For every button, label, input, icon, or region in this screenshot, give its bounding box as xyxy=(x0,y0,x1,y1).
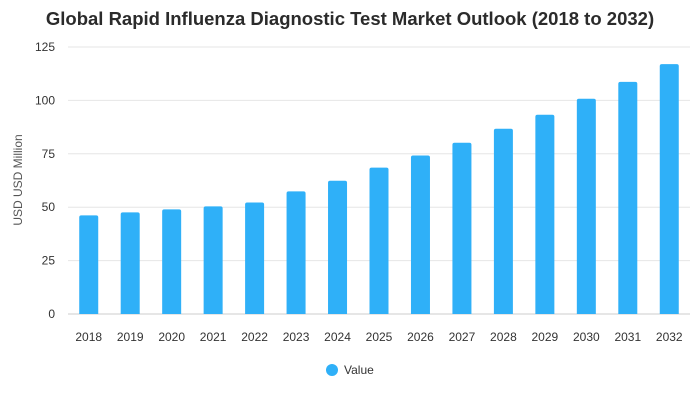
bar-2026[interactable] xyxy=(410,155,430,314)
x-tick-label: 2021 xyxy=(200,330,227,344)
x-tick-label: 2026 xyxy=(407,330,434,344)
x-tick-label: 2029 xyxy=(532,330,559,344)
bar-2029[interactable] xyxy=(535,114,555,314)
bar-2024[interactable] xyxy=(328,180,348,314)
bar-2022[interactable] xyxy=(245,202,265,314)
bar-2020[interactable] xyxy=(162,209,182,314)
x-tick-label: 2023 xyxy=(283,330,310,344)
x-tick-label: 2022 xyxy=(241,330,268,344)
x-tick-label: 2028 xyxy=(490,330,517,344)
bar-2031[interactable] xyxy=(618,81,638,314)
legend-swatch-value xyxy=(326,364,338,376)
x-tick-label: 2032 xyxy=(656,330,683,344)
x-tick-label: 2027 xyxy=(449,330,476,344)
bar-2027[interactable] xyxy=(452,142,472,314)
bar-2019[interactable] xyxy=(120,212,140,314)
bar-2030[interactable] xyxy=(576,98,596,315)
bar-2018[interactable] xyxy=(79,215,99,314)
legend: Value xyxy=(326,363,374,377)
y-tick-label: 0 xyxy=(48,307,55,321)
y-axis-ticks: 0 25 50 75 100 125 xyxy=(35,40,55,321)
y-tick-label: 125 xyxy=(35,40,55,54)
y-tick-label: 50 xyxy=(42,200,56,214)
x-tick-label: 2025 xyxy=(366,330,393,344)
legend-label-value: Value xyxy=(344,363,374,377)
bar-2028[interactable] xyxy=(493,128,513,314)
x-tick-label: 2031 xyxy=(614,330,641,344)
x-axis-ticks: 2018 2019 2020 2021 2022 2023 2024 2025 2026 2027… xyxy=(75,330,683,344)
bars xyxy=(79,64,679,315)
x-tick-label: 2019 xyxy=(117,330,144,344)
y-axis-label: USD USD Million xyxy=(11,134,25,225)
y-tick-label: 25 xyxy=(42,254,56,268)
chart-title: Global Rapid Influenza Diagnostic Test M… xyxy=(46,8,654,29)
bar-2025[interactable] xyxy=(369,167,389,314)
bar-2021[interactable] xyxy=(203,206,223,314)
bar-2032[interactable] xyxy=(659,64,679,314)
bar-2023[interactable] xyxy=(286,191,306,314)
x-tick-label: 2024 xyxy=(324,330,351,344)
y-tick-label: 100 xyxy=(35,93,55,107)
x-tick-label: 2020 xyxy=(158,330,185,344)
x-tick-label: 2030 xyxy=(573,330,600,344)
y-tick-label: 75 xyxy=(42,147,56,161)
x-tick-label: 2018 xyxy=(75,330,102,344)
